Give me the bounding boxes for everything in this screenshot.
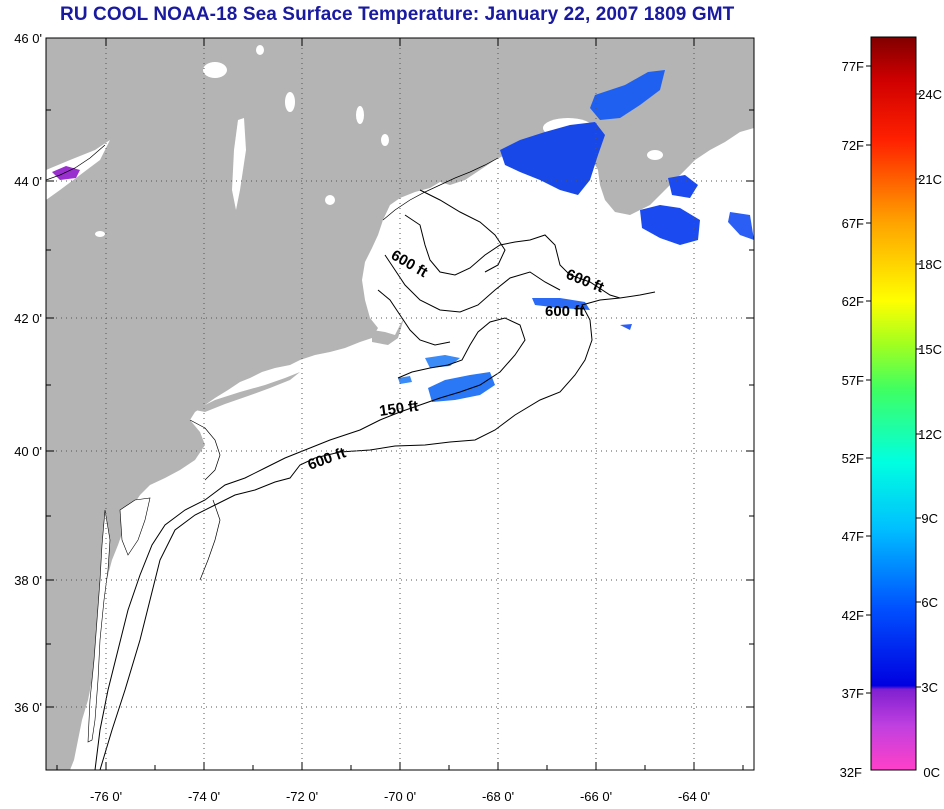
lon-label-68: -68 0' <box>482 789 514 804</box>
sst-patch-gulf-of-st-lawrence <box>590 70 665 120</box>
sst-patch-small-2 <box>620 324 632 330</box>
lon-label-72: -72 0' <box>286 789 318 804</box>
scale-label-42f: 42F <box>842 608 864 623</box>
lat-label-40: 40 0' <box>14 444 42 459</box>
lake-7 <box>95 231 105 237</box>
scale-label-32f: 32F <box>840 765 862 780</box>
sst-patch-georges-bank-north <box>532 298 590 310</box>
water-delaware-bay <box>119 497 151 556</box>
lake-2 <box>285 92 295 112</box>
color-scale-gradient <box>870 36 917 771</box>
lon-label-66: -66 0' <box>580 789 612 804</box>
contour-600ft-shelf-edge <box>99 291 656 770</box>
chart-title: RU COOL NOAA-18 Sea Surface Temperature:… <box>60 4 735 25</box>
axis-ticks <box>46 37 754 770</box>
scale-label-77f: 77F <box>842 59 864 74</box>
lake-6 <box>325 195 335 205</box>
lake-champlain <box>232 118 246 210</box>
scale-label-47f: 47F <box>842 529 864 544</box>
scale-label-24c: 24C <box>918 87 942 102</box>
lat-label-36: 36 0' <box>14 700 42 715</box>
lake-8 <box>647 150 663 160</box>
scale-label-52f: 52F <box>842 451 864 466</box>
contour-150ft <box>94 317 526 770</box>
scale-label-21c: 21C <box>918 172 942 187</box>
graticule <box>46 38 754 770</box>
contour-label-150ft: 150 ft <box>378 398 419 420</box>
coastline-detail <box>46 144 499 581</box>
color-scale-ticks <box>866 65 921 694</box>
contour-label-600ft-georges: 600 ft <box>545 303 584 320</box>
lat-label-46: 46 0' <box>14 31 42 46</box>
scale-label-15c: 15C <box>918 342 942 357</box>
contour-gulf-of-maine <box>404 214 621 299</box>
scale-label-0c: 0C <box>923 765 940 780</box>
lon-label-74: -74 0' <box>188 789 220 804</box>
sst-patch-scotian-shelf-3 <box>728 212 754 240</box>
scale-label-72f: 72F <box>842 138 864 153</box>
lake-5 <box>381 134 389 146</box>
scale-label-9c: 9C <box>921 511 938 526</box>
sst-patch-nantucket <box>425 355 460 368</box>
scale-label-37f: 37F <box>842 686 864 701</box>
scale-label-62f: 62F <box>842 294 864 309</box>
longitude-labels: -76 0' -74 0' -72 0' -70 0' -68 0' -66 0… <box>90 789 710 804</box>
lat-label-38: 38 0' <box>14 573 42 588</box>
land-long-island <box>195 372 300 412</box>
color-scale-bar: 77F 72F 67F 62F 57F 52F 47F 42F 37F 32F … <box>840 36 942 780</box>
sst-patch-bay-of-fundy <box>500 122 605 195</box>
lat-label-44: 44 0' <box>14 174 42 189</box>
lat-label-42: 42 0' <box>14 311 42 326</box>
land-cape-cod <box>372 318 404 345</box>
sst-patch-georges-bank <box>428 372 495 402</box>
contour-coastal-maine <box>419 189 506 273</box>
lake-3 <box>356 106 364 124</box>
land-mainland <box>46 38 754 770</box>
contour-cape-cod-bay <box>377 289 451 346</box>
latitude-labels: 46 0' 44 0' 42 0' 40 0' 38 0' 36 0' <box>14 31 42 715</box>
scale-label-57f: 57F <box>842 373 864 388</box>
contour-gulf-of-maine-inner <box>384 254 561 313</box>
lake-4 <box>256 45 264 55</box>
sst-patch-small-1 <box>398 376 412 384</box>
scale-label-3c: 3C <box>921 680 938 695</box>
scale-label-18c: 18C <box>918 257 942 272</box>
map-area <box>46 38 754 770</box>
scale-label-67f: 67F <box>842 216 864 231</box>
bathymetry-contours <box>94 189 656 770</box>
lon-label-76: -76 0' <box>90 789 122 804</box>
scale-label-12c: 12C <box>918 427 942 442</box>
lon-label-64: -64 0' <box>678 789 710 804</box>
lon-label-70: -70 0' <box>384 789 416 804</box>
sst-patch-scotian-shelf-1 <box>640 205 700 245</box>
sst-patch-purple <box>52 166 80 180</box>
lake-1 <box>203 62 227 78</box>
scale-label-6c: 6C <box>921 595 938 610</box>
land-nova-scotia <box>600 78 754 212</box>
sst-patch-scotian-shelf-2 <box>668 175 698 198</box>
